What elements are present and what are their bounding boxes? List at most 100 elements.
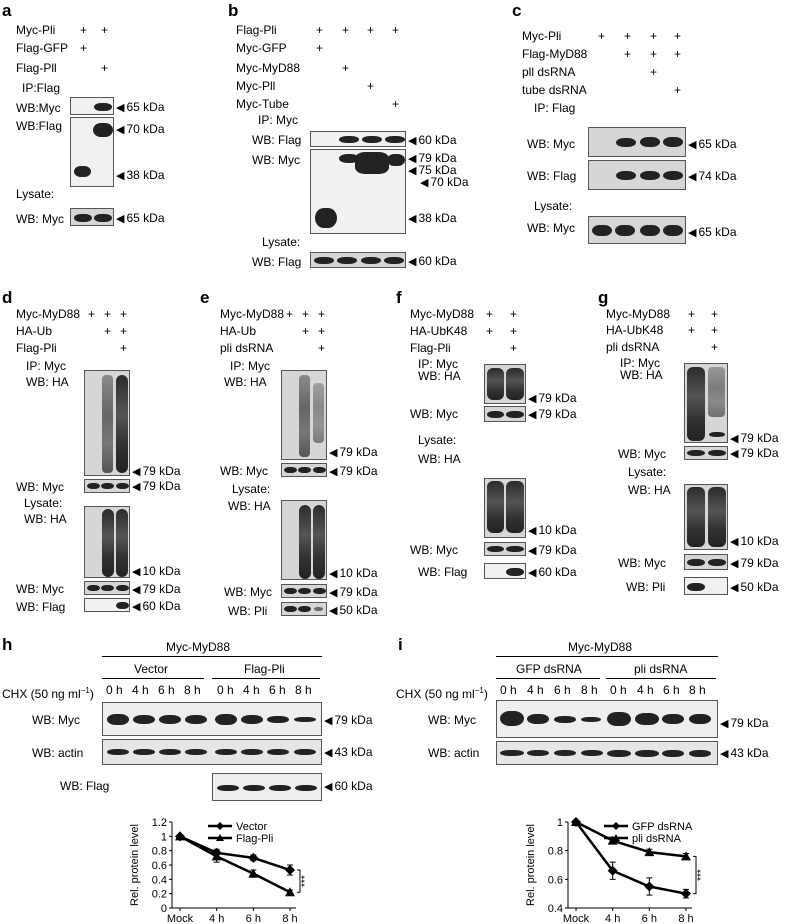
kda-marker: 60 kDa — [528, 566, 576, 580]
y-axis-label: Rel. protein level — [129, 824, 141, 906]
plus-mark: + — [104, 307, 112, 321]
row-label: Myc-MyD88 — [220, 307, 285, 321]
kda-marker: 79 kDa — [528, 544, 576, 558]
x-tick-label: 6 h — [246, 913, 261, 924]
time-label: 0 h — [610, 683, 627, 697]
blot — [281, 584, 327, 598]
wb-label: WB: Flag — [418, 565, 468, 579]
wb-label: WB: Pli — [626, 580, 666, 594]
blot — [102, 702, 322, 736]
time-label: 4 h — [132, 683, 149, 697]
wb-label: WB: Myc — [618, 447, 666, 461]
plus-mark: + — [510, 307, 518, 321]
y-tick-label: 0.2 — [152, 889, 167, 901]
time-label: 8 h — [581, 683, 598, 697]
wb-label: WB: Myc — [428, 713, 476, 727]
blot — [684, 554, 728, 570]
row-label: tube dsRNA — [522, 83, 587, 97]
panel-letter: e — [200, 288, 210, 307]
blot — [281, 602, 327, 616]
wb-label: WB: Myc — [410, 543, 458, 557]
wb-label: WB: Myc — [618, 556, 666, 570]
x-tick-label: 8 h — [678, 913, 693, 924]
row-label: HA-Ub — [16, 324, 53, 338]
group-header: Myc-MyD88 — [568, 640, 633, 654]
x-tick-label: 6 h — [642, 913, 657, 924]
kda-marker: 70 kDa — [116, 123, 164, 137]
ip-label: IP: Myc — [620, 356, 661, 370]
group-label: pli dsRNA — [634, 662, 688, 676]
panel-letter: g — [598, 288, 609, 307]
row-label: pll dsRNA — [522, 65, 576, 79]
plus-mark: + — [120, 341, 128, 355]
plus-mark: + — [120, 307, 128, 321]
data-point — [175, 831, 185, 841]
blot — [84, 370, 130, 476]
kda-marker: 79 kDa — [132, 583, 180, 597]
panel-letter: i — [398, 635, 403, 654]
plus-mark: + — [104, 324, 112, 338]
row-label: HA-UbK48 — [410, 324, 468, 338]
wb-label: WB: Myc — [527, 221, 575, 235]
kda-marker: 60 kDa — [408, 255, 456, 269]
wb-label: WB: Myc — [252, 153, 300, 167]
plus-mark: + — [318, 324, 326, 338]
plus-mark: + — [316, 41, 324, 55]
time-label: 4 h — [243, 683, 260, 697]
significance-label: *** — [300, 875, 311, 887]
kda-marker: 65 kDa — [116, 101, 164, 115]
lysate-label: Lysate: — [24, 496, 63, 510]
legend-marker — [612, 822, 620, 830]
data-point — [248, 852, 259, 863]
legend-label: Vector — [236, 821, 268, 833]
plus-mark: + — [80, 23, 88, 37]
plus-mark: + — [711, 340, 719, 354]
plus-mark: + — [711, 323, 719, 337]
blot — [281, 463, 327, 477]
wb-label: WB:Myc — [16, 101, 61, 115]
plus-mark: + — [392, 97, 400, 111]
plus-mark: + — [674, 29, 682, 43]
wb-label: WB:Flag — [16, 119, 63, 133]
y-tick-label: 1 — [557, 817, 563, 829]
row-label: HA-Ub — [220, 324, 257, 338]
kda-marker: 65 kDa — [116, 212, 164, 226]
wb-label: WB: HA — [418, 369, 461, 383]
lysate-label: Lysate: — [534, 199, 573, 213]
kda-marker: 79 kDa — [730, 447, 778, 461]
blot — [588, 127, 686, 157]
panel-letter: b — [228, 1, 239, 20]
wb-label: WB: Myc — [220, 464, 268, 478]
ip-label: IP: Myc — [26, 359, 67, 373]
legend-label: Flag-Pli — [236, 833, 273, 845]
ip-label: IP: Myc — [418, 357, 459, 371]
legend-marker — [612, 834, 620, 841]
row-label: Myc-MyD88 — [410, 307, 475, 321]
legend-marker — [216, 834, 224, 841]
y-tick-label: 0.8 — [548, 846, 563, 858]
time-label: 0 h — [217, 683, 234, 697]
kda-marker: 38 kDa — [408, 212, 456, 226]
kda-marker: 79 kDa — [329, 586, 377, 600]
panel-letter: c — [512, 1, 522, 20]
wb-label: WB: HA — [620, 368, 663, 382]
lysate-label: Lysate: — [418, 433, 457, 447]
lysate-label: Lysate: — [232, 482, 271, 496]
row-label: Myc-Pll — [236, 79, 276, 93]
y-tick-label: 0.4 — [548, 903, 563, 915]
plus-mark: + — [318, 341, 326, 355]
y-tick-label: 1.2 — [152, 817, 167, 829]
kda-marker: 79 kDa — [329, 465, 377, 479]
blot — [310, 252, 406, 268]
wb-label: WB: actin — [428, 746, 480, 760]
panel-letter: d — [2, 288, 13, 307]
time-label: 8 h — [689, 683, 706, 697]
plus-mark: + — [624, 47, 632, 61]
wb-label: WB: Myc — [16, 582, 64, 596]
row-label: Myc-MyD88 — [606, 307, 671, 321]
blot — [484, 542, 526, 556]
time-label: 6 h — [158, 683, 175, 697]
series-line — [179, 835, 291, 894]
chart-h: 0 0.2 0.4 0.6 0.8 1 1.2 Mock 4 h 6 h 8 h Rel. prote… — [129, 817, 311, 924]
wb-label: WB: Myc — [16, 212, 64, 226]
